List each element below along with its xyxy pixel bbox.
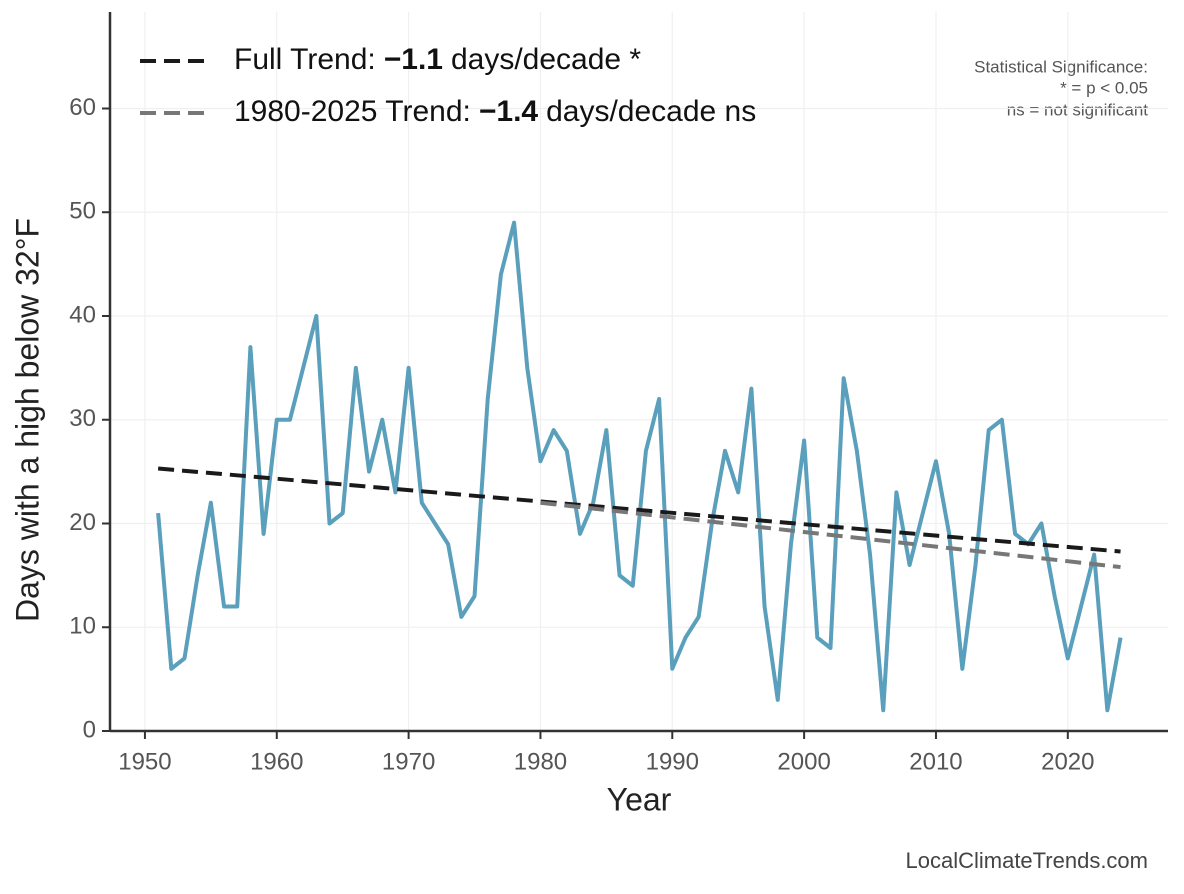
y-tick-label: 10 [69, 613, 96, 640]
x-tick-label: 2020 [1041, 748, 1094, 775]
legend-text: days/decade * [451, 43, 641, 76]
y-tick-label: 50 [69, 198, 96, 225]
y-tick-label: 40 [69, 301, 96, 328]
source: LocalClimateTrends.com [906, 848, 1149, 873]
x-axis-title: Year [607, 781, 672, 817]
trend-line [157, 466, 1121, 554]
x-tick-label: 2010 [909, 748, 962, 775]
y-tick-label: 0 [83, 716, 96, 743]
trend-line [540, 500, 1121, 570]
legend-text: −1.4 [479, 95, 539, 128]
legend-text: days/decade ns [546, 95, 756, 128]
x-tick-label: 1980 [514, 748, 567, 775]
x-tick-label: 1990 [646, 748, 699, 775]
y-tick-label: 60 [69, 94, 96, 121]
annotation: ns = not significant [1007, 100, 1149, 119]
legend-text: −1.1 [384, 43, 443, 76]
legend-text: 1980-2025 Trend: [234, 95, 471, 128]
annotation: Statistical Significance: [974, 57, 1148, 76]
y-axis-title: Days with a high below 32°F [9, 218, 45, 622]
legend-label: 1980-2025 Trend: −1.4 days/decade ns [234, 95, 756, 128]
x-tick-label: 2000 [777, 748, 830, 775]
annotation: * = p < 0.05 [1060, 78, 1148, 97]
y-tick-label: 30 [69, 405, 96, 432]
legend-label: Full Trend: −1.1 days/decade * [234, 43, 641, 76]
legend-text: Full Trend: [234, 43, 376, 76]
x-tick-label: 1950 [118, 748, 171, 775]
y-tick-label: 20 [69, 509, 96, 536]
x-tick-label: 1960 [250, 748, 303, 775]
data-line [156, 220, 1123, 713]
x-tick-label: 1970 [382, 748, 435, 775]
